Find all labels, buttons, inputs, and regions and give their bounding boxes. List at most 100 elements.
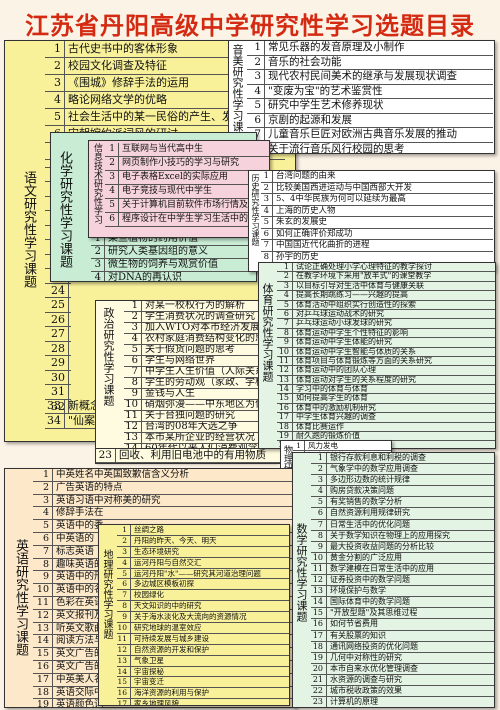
topic-number: 18: [277, 422, 293, 431]
list-item: 1 风力发电: [293, 441, 391, 451]
english-topics-label: 英语研究性学习课题: [13, 539, 28, 656]
topic-title: "开放型题"及其思维过程: [330, 608, 418, 618]
topic-title: 几何中对称性的研究: [330, 652, 402, 662]
list-item: 24: [45, 283, 71, 298]
topic-title: 购房贷款决策问题: [330, 486, 394, 496]
topic-number: 8: [124, 378, 142, 388]
list-item: 5 关于假货问题的思考: [124, 345, 276, 356]
topic-title: 程序设计在中学生学习生活中的应用: [122, 214, 267, 224]
topic-title: 现代农村民间美术的继承与发展现状调查: [268, 70, 457, 82]
topic-number: 33: [45, 399, 65, 413]
history-topics-panel: 历史研究性学习课题 1 台湾问题的由来 2 比较美国西进运动与中国西部大开发 3 5、4中…: [248, 170, 495, 272]
list-item: 13 气象卫星: [117, 655, 289, 667]
topic-number: 4: [247, 84, 265, 98]
list-item: 5 研究中学生艺术修养现状: [247, 99, 493, 114]
it-topics-panel: 信息技术研究性学习 1 互联网与当代高中生 2 网页制作小技巧的学习与研究 3 电子表格E…: [88, 140, 270, 238]
topic-number: 5: [117, 568, 131, 579]
topic-title: 中英美人名: [56, 673, 104, 685]
list-item: 2 气象学中的数学应用调查: [311, 464, 494, 476]
topic-number: 10: [311, 552, 327, 563]
topic-number: 1: [277, 263, 293, 272]
topic-number: 25: [45, 298, 69, 312]
politics-topics-label: 政治研究性学习课题: [102, 307, 115, 406]
topic-title: "变废为宝"的艺术鉴赏性: [268, 84, 383, 97]
topic-number: 8: [311, 530, 327, 541]
list-item: 16 体育中的激励机制研究: [277, 403, 495, 414]
topic-title: 体育项目与体育锻炼等方面的关系研究: [296, 356, 432, 365]
topic-title: 证券投资中的数学问题: [330, 575, 410, 585]
topic-number: 7: [311, 519, 327, 530]
topic-title: 加入WTO对本市经济发展的影响: [145, 323, 276, 333]
chemistry-topic-extra: 23 回收、利用旧电池中的有用物质: [95, 448, 287, 464]
topic-title: [69, 313, 71, 327]
list-item: 11 体育项目与体育锻炼等方面的关系研究: [277, 356, 495, 367]
list-item: 15 如何提高学生的体育: [277, 394, 495, 404]
list-item: 5 社会生活中的某一民俗的产生、发: [45, 109, 285, 126]
topic-title: 微生物的饲养与观赏价值: [108, 259, 218, 270]
topic-number: 8: [277, 328, 293, 338]
list-item: 9 最大投资收益问题的分析比较: [311, 541, 494, 553]
it-topics-label: 信息技术研究性学习: [92, 143, 102, 224]
topic-title: 体育运动对学生的关系程度的研究: [296, 375, 416, 384]
list-item: 1 丝绸之路: [117, 525, 289, 536]
list-item: 2 音乐的社会功能: [247, 55, 493, 70]
topic-number: 8: [33, 558, 53, 571]
topic-number: 3: [261, 194, 273, 205]
topic-title: 朱玄的发展史: [276, 217, 328, 227]
list-item: 3 现代农村民间美术的继承与发展现状调查: [247, 70, 493, 85]
list-item: 28: [45, 341, 71, 356]
topic-title: 英文广告的: [56, 648, 104, 660]
topic-title: 关于台独问题的研究: [145, 411, 235, 421]
list-item: 11 可持续发展与城乡建设: [117, 633, 289, 645]
topic-number: 5: [45, 109, 65, 125]
topic-title: 关于流行音乐风行校园的思考: [268, 142, 405, 154]
list-item: 1 银行存款利息和利税的调查: [311, 453, 494, 465]
topic-title: 硝烟弥漫——中东地区为何迟: [145, 400, 275, 410]
list-item: 4 购房贷款决策问题: [311, 486, 494, 498]
topic-number: 3: [117, 546, 131, 557]
list-item: 8关于流行音乐风行校园的思考: [247, 142, 493, 154]
topic-number: 14: [311, 597, 327, 608]
topic-number: 1: [105, 143, 119, 156]
topic-number: 10: [277, 347, 293, 356]
topic-title: 体育比赛运作: [296, 422, 344, 431]
topic-number: 5: [105, 199, 119, 212]
list-item: 5 朱玄的发展史: [261, 217, 493, 229]
topic-number: 10: [33, 584, 53, 596]
topic-title: 气象卫星: [134, 655, 164, 665]
topic-title: 英语中的委: [56, 520, 104, 532]
topic-number: 29: [45, 356, 69, 370]
list-item: 21 水资源的调查与研究: [311, 674, 494, 686]
topic-title: 关于数学知识在物理上的应用探究: [330, 530, 450, 540]
topic-number: 17: [33, 673, 53, 686]
topic-number: 30: [45, 370, 69, 384]
topic-number: 3: [247, 70, 265, 84]
topic-number: 6: [247, 113, 265, 127]
topic-number: 2: [117, 535, 131, 546]
topic-title: 环境保护与数学: [330, 586, 386, 596]
list-item: 22 城市税收政策的效果: [311, 685, 494, 698]
list-item: 7 儿童音乐巨匠对欧洲古典音乐发展的推动: [247, 128, 493, 143]
topic-title: 宇宙探秘: [134, 666, 164, 676]
list-item: 5关于计算机目前软件市场行情及一些个性配置: [105, 199, 269, 213]
topic-number: 3: [124, 323, 142, 333]
topic-number: 11: [33, 596, 53, 609]
list-item: 2 广告英语的特点: [33, 481, 295, 495]
topic-title: 学生与网络世界: [145, 356, 215, 366]
topic-title: 京剧的起源和发展: [268, 113, 352, 126]
topic-title: 以目标引导对生活中体育与健康关联: [296, 281, 424, 290]
topic-number: 15: [277, 394, 293, 403]
list-item: 16 如何节省费用: [311, 619, 494, 631]
list-item: 1 古代史书中的客体形象: [45, 41, 285, 58]
list-item: 8 体育运动中学生个性特征的影响: [277, 328, 495, 339]
topic-number: 28: [45, 341, 69, 355]
list-item: 6 学生与网络世界: [124, 356, 276, 367]
topic-number: 1: [117, 525, 131, 535]
topic-number: 1: [45, 41, 65, 57]
topic-number: 1: [311, 453, 327, 464]
topic-number: 6: [124, 356, 142, 366]
list-item: 1 某些植物的药用价值: [91, 233, 251, 246]
list-item: 9 关于海水淡化及大流向的资源情况: [117, 612, 289, 624]
topic-title: 海洋资源的利用与保护: [134, 688, 209, 698]
list-item: 17 家乡地理风貌: [117, 699, 289, 705]
